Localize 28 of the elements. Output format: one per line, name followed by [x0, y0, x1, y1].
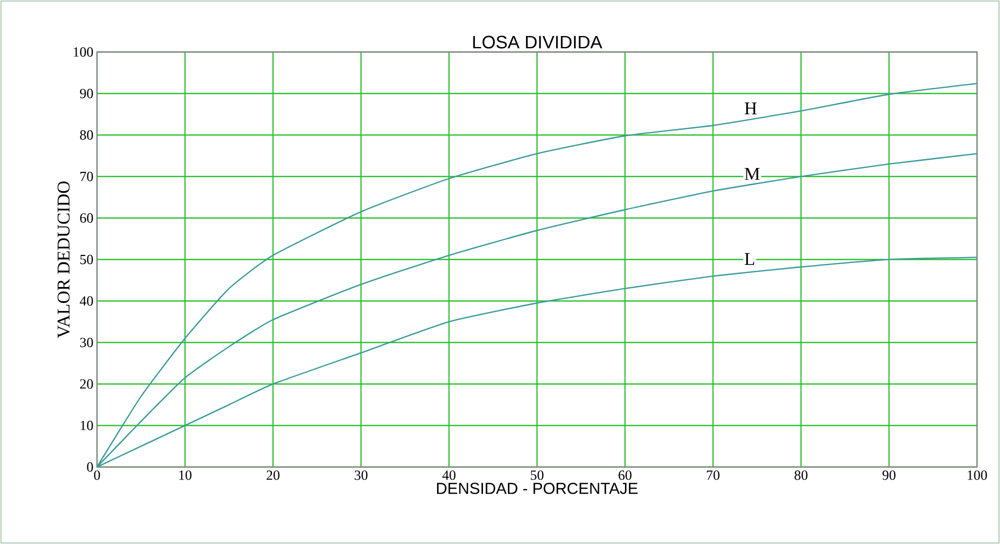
y-tick-label: 60 — [80, 213, 93, 223]
y-tick-label: 0 — [87, 462, 93, 472]
y-tick-label: 50 — [80, 254, 93, 264]
x-tick-label: 60 — [618, 470, 632, 480]
x-tick-label: 20 — [266, 470, 280, 480]
x-tick-label: 0 — [94, 470, 100, 480]
x-tick-label: 30 — [354, 470, 368, 480]
x-tick-label: 50 — [530, 470, 544, 480]
y-tick-label: 70 — [80, 172, 93, 182]
y-tick-label: 20 — [80, 379, 93, 389]
x-tick-label: 70 — [706, 470, 720, 480]
y-tick-label: 90 — [80, 88, 93, 98]
series-label: L — [744, 253, 754, 265]
x-tick-label: 80 — [794, 470, 808, 480]
y-axis-title: VALOR DEDUCIDO — [58, 181, 70, 338]
x-tick-label: 100 — [968, 470, 987, 480]
x-axis-title: DENSIDAD - PORCENTAJE — [437, 482, 638, 494]
y-tick-label: 100 — [74, 47, 93, 57]
y-tick-label: 30 — [80, 338, 93, 348]
x-tick-label: 40 — [442, 470, 456, 480]
y-tick-label: 40 — [80, 296, 93, 306]
chart-title: LOSA DIVIDIDA — [473, 36, 602, 48]
x-tick-label: 10 — [179, 470, 192, 480]
y-tick-label: 80 — [80, 130, 93, 140]
x-tick-label: 90 — [882, 470, 896, 480]
series-label: M — [744, 168, 760, 180]
series-label: H — [744, 102, 757, 114]
y-tick-label: 10 — [80, 420, 93, 430]
